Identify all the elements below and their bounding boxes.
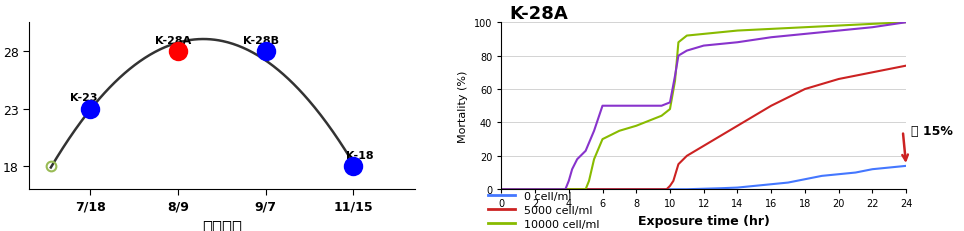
Y-axis label: Mortality (%): Mortality (%)	[458, 70, 469, 142]
Legend: 0 cell/ml, 5000 cell/ml, 10000 cell/ml, 20000 cell/ml: 0 cell/ml, 5000 cell/ml, 10000 cell/ml, …	[488, 190, 600, 231]
Text: K-18: K-18	[346, 150, 374, 160]
Text: K-23: K-23	[69, 92, 97, 102]
X-axis label: 실험시점: 실험시점	[201, 218, 242, 231]
Text: K-28B: K-28B	[243, 36, 280, 46]
Text: 약 15%: 약 15%	[911, 125, 953, 138]
Text: K-28A: K-28A	[509, 5, 568, 23]
Text: K-28A: K-28A	[155, 36, 192, 46]
X-axis label: Exposure time (hr): Exposure time (hr)	[638, 214, 769, 227]
